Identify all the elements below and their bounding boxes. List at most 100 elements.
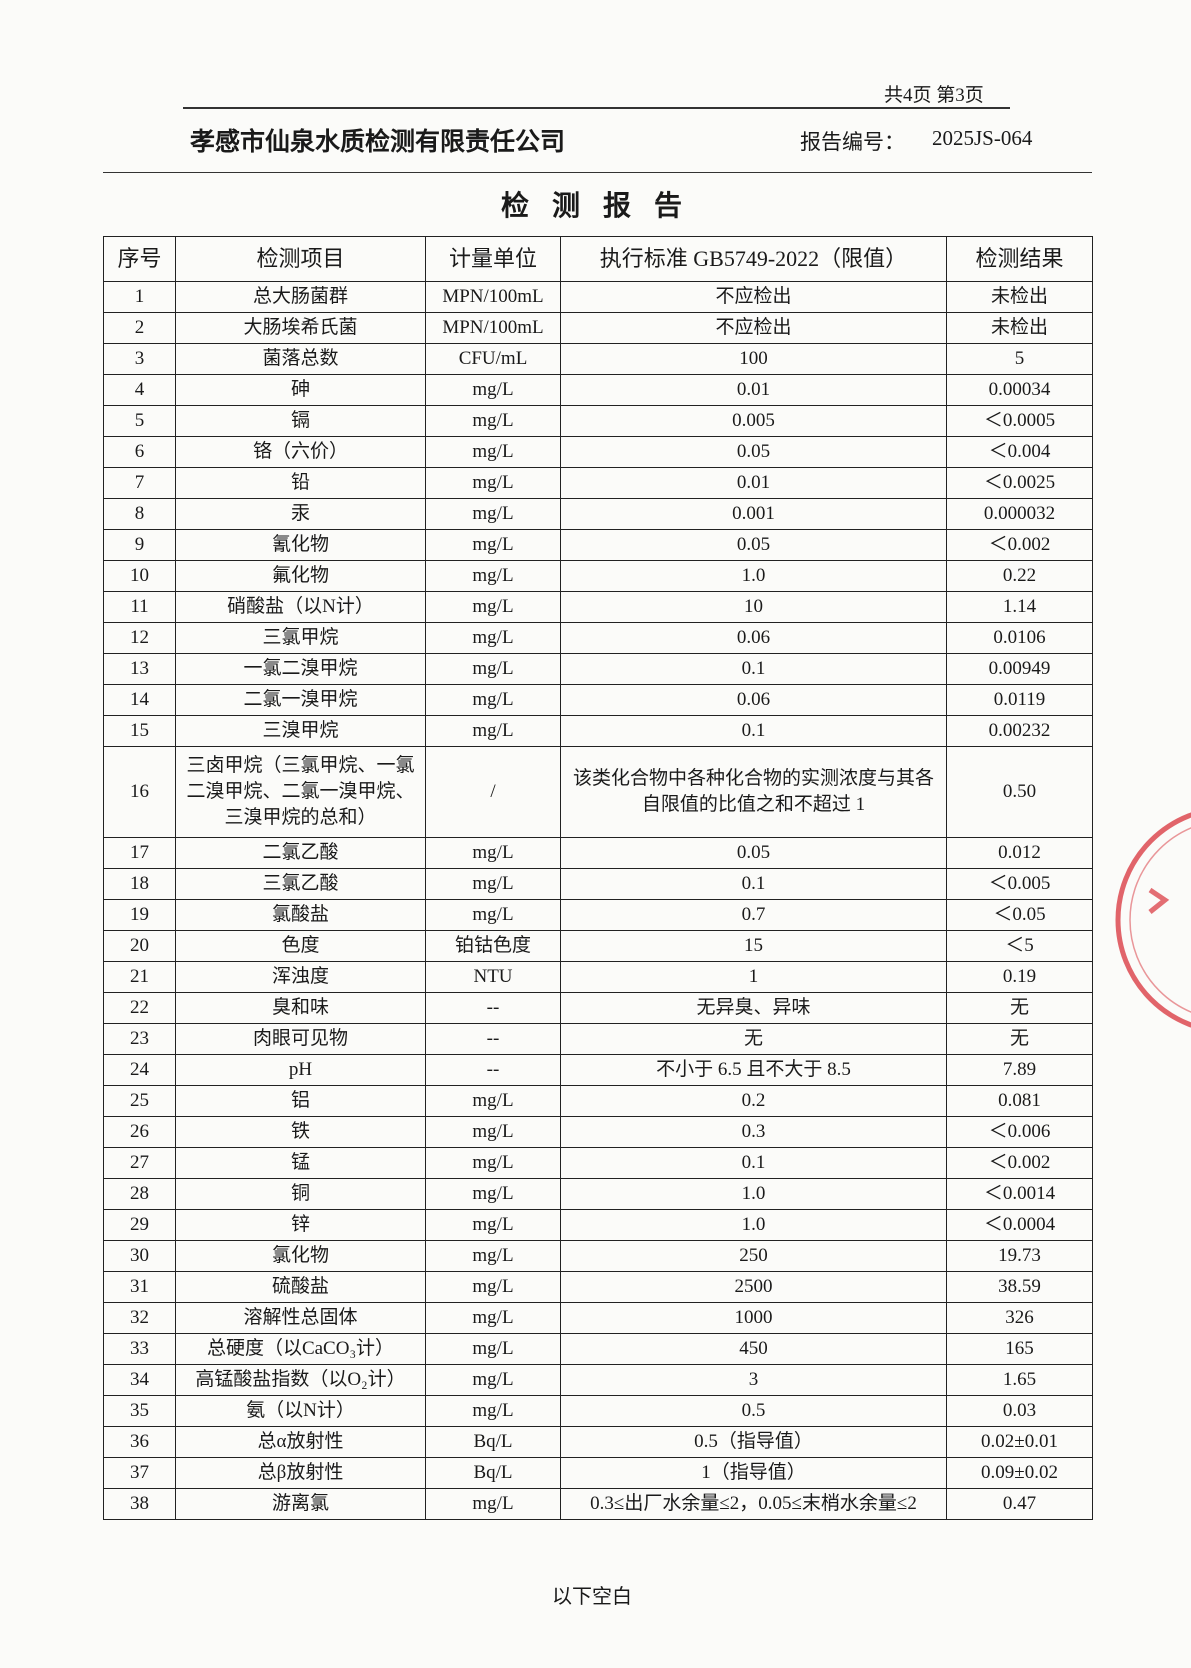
table-cell: 该类化合物中各种化合物的实测浓度与其各自限值的比值之和不超过 1 — [560, 746, 947, 838]
table-cell: 1.0 — [560, 1178, 947, 1210]
table-cell: mg/L — [425, 1364, 561, 1396]
table-cell: 0.06 — [560, 684, 947, 716]
table-cell: 高锰酸盐指数（以O₂计） — [175, 1364, 426, 1396]
table-row: 20 色度 铂钴色度 15 ＜5 — [103, 930, 1093, 962]
table-cell: 1.65 — [946, 1364, 1093, 1396]
table-cell: 13 — [103, 653, 176, 685]
table-cell: 无 — [946, 992, 1093, 1024]
table-row: 22 臭和味 -- 无异臭、异味无 — [103, 992, 1093, 1024]
results-table: 序号 检测项目 计量单位 执行标准 GB5749-2022（限值） 检测结果 1 总大肠菌群… — [103, 236, 1093, 1520]
table-cell: mg/L — [425, 1333, 561, 1365]
table-cell: mg/L — [425, 591, 561, 623]
table-cell: 0.000032 — [946, 498, 1093, 530]
table-row: 31 硫酸盐 mg/L 2500 38.59 — [103, 1271, 1093, 1303]
table-cell: ＜0.002 — [946, 1147, 1093, 1179]
table-cell: 28 — [103, 1178, 176, 1210]
table-cell: 肉眼可见物 — [175, 1023, 426, 1055]
table-row: 35 氨（以N计） mg/L 0.5 0.03 — [103, 1395, 1093, 1427]
table-cell: 色度 — [175, 930, 426, 962]
table-cell: mg/L — [425, 684, 561, 716]
table-row: 14 二氯一溴甲烷 mg/L 0.06 0.0119 — [103, 684, 1093, 716]
table-cell: -- — [425, 992, 561, 1024]
table-cell: 1（指导值） — [560, 1457, 947, 1489]
table-cell: 无异臭、异味 — [560, 992, 947, 1024]
table-cell: MPN/100mL — [425, 281, 561, 313]
table-cell: 溶解性总固体 — [175, 1302, 426, 1334]
table-cell: 臭和味 — [175, 992, 426, 1024]
table-cell: 0.00949 — [946, 653, 1093, 685]
table-cell: 38 — [103, 1488, 176, 1520]
table-cell: 0.01 — [560, 374, 947, 406]
table-cell: 2500 — [560, 1271, 947, 1303]
table-cell: 无 — [560, 1023, 947, 1055]
table-row: 21 浑浊度 NTU 1 0.19 — [103, 961, 1093, 993]
table-cell: 0.0106 — [946, 622, 1093, 654]
table-cell: 26 — [103, 1116, 176, 1148]
company-name: 孝感市仙泉水质检测有限责任公司 — [190, 127, 566, 156]
table-cell: mg/L — [425, 1240, 561, 1272]
table-row: 18 三氯乙酸 mg/L 0.1 ＜0.005 — [103, 868, 1093, 900]
table-cell: 165 — [946, 1333, 1093, 1365]
header-row: 序号 检测项目 计量单位 执行标准 GB5749-2022（限值） 检测结果 — [103, 236, 1093, 282]
column-header: 计量单位 — [425, 236, 561, 282]
table-cell: 0.05 — [560, 837, 947, 869]
table-cell: 14 — [103, 684, 176, 716]
table-cell: 0.00232 — [946, 715, 1093, 747]
table-cell: 0.05 — [560, 529, 947, 561]
column-header: 序号 — [103, 236, 176, 282]
table-row: 38 游离氯 mg/L 0.3≤出厂水余量≤2，0.05≤末梢水余量≤2 0.47 — [103, 1488, 1093, 1520]
table-cell: mg/L — [425, 1395, 561, 1427]
table-cell: 铜 — [175, 1178, 426, 1210]
table-cell: Bq/L — [425, 1457, 561, 1489]
table-cell: mg/L — [425, 374, 561, 406]
table-cell: 浑浊度 — [175, 961, 426, 993]
table-cell: 9 — [103, 529, 176, 561]
table-cell: 5 — [103, 405, 176, 437]
table-row: 28 铜 mg/L 1.0 ＜0.0014 — [103, 1178, 1093, 1210]
table-cell: 0.0119 — [946, 684, 1093, 716]
table-cell: 硫酸盐 — [175, 1271, 426, 1303]
table-cell: 250 — [560, 1240, 947, 1272]
table-row: 2 大肠埃希氏菌 MPN/100mL 不应检出 未检出 — [103, 312, 1093, 344]
table-cell: 20 — [103, 930, 176, 962]
table-cell: mg/L — [425, 1178, 561, 1210]
table-cell: 大肠埃希氏菌 — [175, 312, 426, 344]
table-cell: Bq/L — [425, 1426, 561, 1458]
table-cell: ＜0.005 — [946, 868, 1093, 900]
table-row: 1 总大肠菌群 MPN/100mL 不应检出 未检出 — [103, 281, 1093, 313]
table-row: 27 锰 mg/L 0.1 ＜0.002 — [103, 1147, 1093, 1179]
table-cell: 23 — [103, 1023, 176, 1055]
table-cell: 0.1 — [560, 715, 947, 747]
table-cell: 游离氯 — [175, 1488, 426, 1520]
table-cell: 10 — [560, 591, 947, 623]
seal — [1115, 812, 1191, 1028]
table-cell: 0.09±0.02 — [946, 1457, 1093, 1489]
table-cell: 12 — [103, 622, 176, 654]
table-row: 19 氯酸盐 mg/L 0.7 ＜0.05 — [103, 899, 1093, 931]
table-cell: 氰化物 — [175, 529, 426, 561]
table-row: 36 总α放射性 Bq/L 0.5（指导值） 0.02±0.01 — [103, 1426, 1093, 1458]
header-rule — [183, 107, 1010, 109]
table-row: 24 pH -- 不小于 6.5 且不大于 8.5 7.89 — [103, 1054, 1093, 1086]
table-cell: 0.47 — [946, 1488, 1093, 1520]
table-cell: mg/L — [425, 899, 561, 931]
table-cell: 34 — [103, 1364, 176, 1396]
table-cell: 氯酸盐 — [175, 899, 426, 931]
table-cell: 8 — [103, 498, 176, 530]
table-row: 15 三溴甲烷 mg/L 0.1 0.00232 — [103, 715, 1093, 747]
table-row: 9 氰化物 mg/L 0.05 ＜0.002 — [103, 529, 1093, 561]
table-cell: -- — [425, 1054, 561, 1086]
table-row: 23 肉眼可见物 -- 无无 — [103, 1023, 1093, 1055]
table-cell: mg/L — [425, 498, 561, 530]
table-cell: 氟化物 — [175, 560, 426, 592]
page-info: 共4页 第3页 — [884, 85, 984, 106]
footer-note: 以下空白 — [552, 1586, 632, 1608]
table-cell: 0.005 — [560, 405, 947, 437]
table-cell: 0.5 — [560, 1395, 947, 1427]
table-cell: 0.7 — [560, 899, 947, 931]
table-cell: NTU — [425, 961, 561, 993]
column-header: 执行标准 GB5749-2022（限值） — [560, 236, 947, 282]
table-cell: 0.1 — [560, 1147, 947, 1179]
table-cell: 4 — [103, 374, 176, 406]
